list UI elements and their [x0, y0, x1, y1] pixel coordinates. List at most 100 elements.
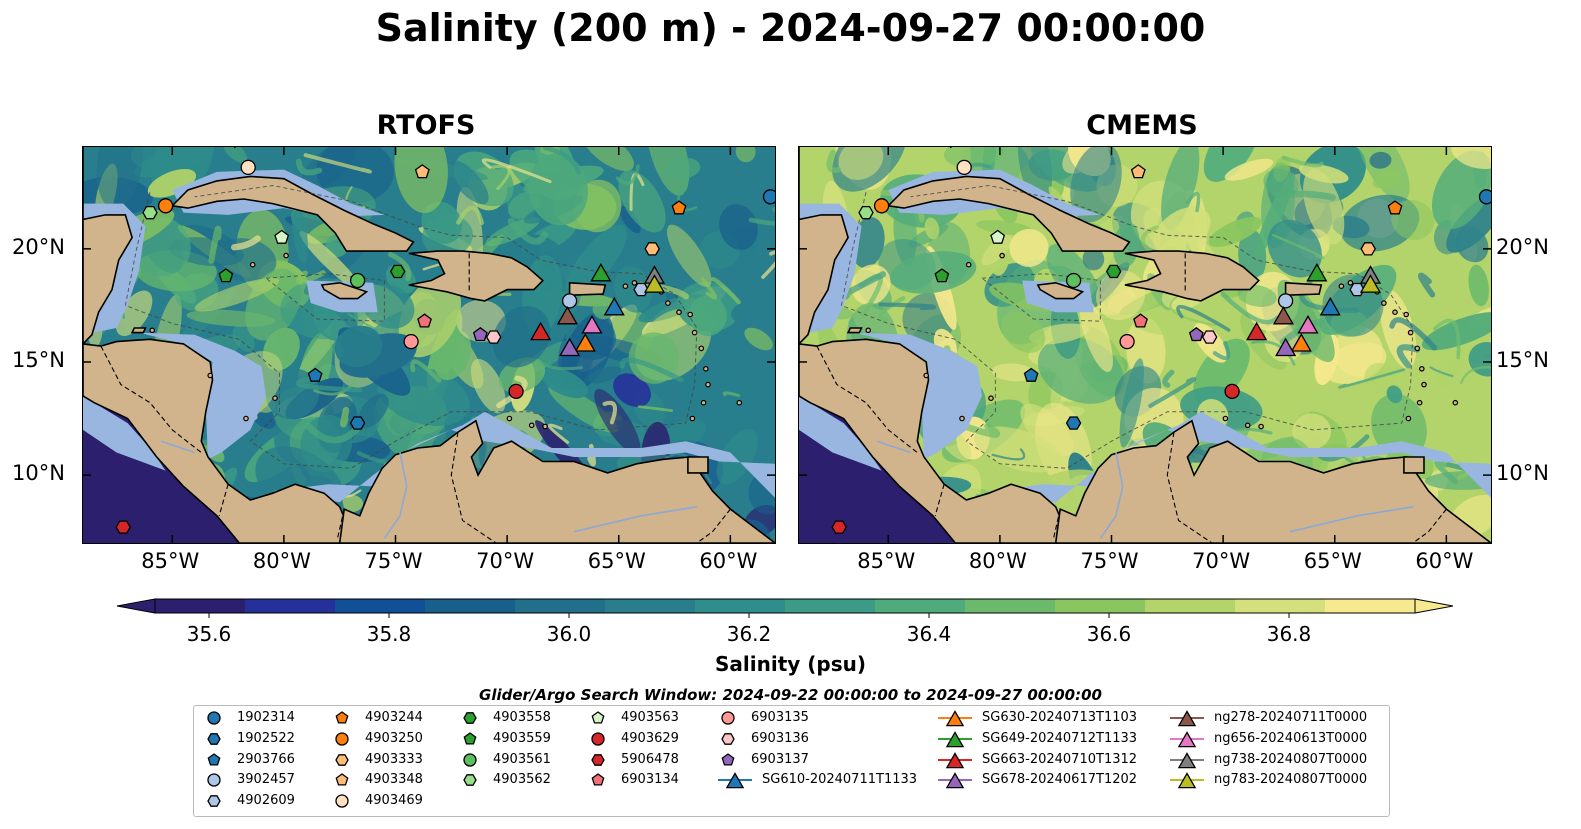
marker-4903561 — [349, 272, 366, 289]
legend-item-label: 6903135 — [751, 710, 809, 725]
marker-6903135 — [403, 333, 419, 350]
marker-4903562 — [858, 205, 874, 220]
colorbar-tick-label: 36.8 — [1267, 622, 1312, 646]
marker-2903766 — [307, 367, 323, 382]
circle-marker-icon — [335, 794, 349, 808]
lon-tick-label: 70°W — [476, 549, 535, 573]
legend-item-label: 4903563 — [621, 710, 679, 725]
marker-SG610-20240711T1133 — [1319, 296, 1341, 316]
legend-item-label: 6903137 — [751, 751, 809, 767]
triangle-marker-icon — [718, 772, 752, 789]
triangle-marker-icon — [938, 772, 972, 789]
circle-marker-icon — [207, 711, 221, 725]
legend-item-label: 4902609 — [237, 793, 295, 809]
marker-3902457 — [1277, 293, 1294, 309]
marker-4903558 — [389, 264, 406, 279]
legend-item-label: 4903469 — [365, 793, 423, 809]
marker-4903250 — [157, 198, 174, 214]
marker-4903469-legend — [335, 794, 349, 808]
marker-4903348 — [414, 164, 430, 179]
marker-ng278-20240711T0000 — [1272, 305, 1295, 325]
marker-4903629 — [1224, 383, 1240, 400]
pentagon-marker-icon — [335, 773, 349, 786]
salinity-colorbar: 35.6 35.8 36.0 36.2 36.4 36.6 36.8 — [116, 598, 1454, 646]
lon-tick-label: 85°W — [857, 549, 916, 573]
colorbar-tick-label: 36.0 — [547, 622, 592, 646]
colorbar-tick-label: 35.6 — [187, 622, 232, 646]
marker-ng656-20240613T0000-legend — [1177, 730, 1197, 748]
marker-1902522 — [349, 416, 366, 430]
marker-SG663-20240710T1312-legend — [945, 751, 965, 768]
marker-4903563 — [990, 229, 1006, 244]
marker-SG649-20240712T1133-legend — [945, 730, 965, 748]
marker-4903244-legend — [335, 711, 349, 724]
marker-4903333 — [644, 242, 660, 256]
marker-4902609-legend — [207, 795, 221, 808]
marker-SG678-20240617T1202-legend — [945, 772, 965, 789]
lat-tick-label: 10°N — [1496, 461, 1549, 486]
marker-3902457-legend — [207, 773, 221, 788]
hexagon-marker-icon — [721, 732, 735, 745]
pentagon-marker-icon — [207, 752, 221, 766]
legend-item-label: SG610-20240711T1133 — [762, 772, 918, 788]
marker-2903766 — [1023, 367, 1039, 382]
marker-4903250 — [873, 198, 890, 214]
triangle-marker-icon — [1170, 772, 1204, 789]
marker-4903348-legend — [335, 773, 349, 786]
legend-item-label: ng278-20240711T0000 — [1214, 710, 1368, 725]
colorbar-tick-label: 36.6 — [1087, 622, 1132, 646]
pentagon-marker-icon — [335, 711, 349, 724]
legend-item-label: ng783-20240807T0000 — [1214, 772, 1368, 788]
marker-SG678-20240617T1202 — [1275, 337, 1297, 357]
marker-SG663-20240710T1312 — [1246, 321, 1268, 341]
colorbar-tick-label: 36.4 — [907, 622, 952, 646]
cmems-map-canvas — [799, 147, 1491, 543]
lon-tick-label: 65°W — [1303, 549, 1362, 573]
hexagon-marker-icon — [335, 753, 349, 766]
marker-6903134-legend — [591, 773, 605, 786]
circle-marker-icon — [335, 732, 349, 746]
marker-4903244 — [1387, 200, 1403, 215]
pentagon-marker-icon — [721, 752, 735, 766]
legend-item-label: 4903629 — [621, 730, 679, 746]
marker-ng278-20240711T0000-legend — [1177, 710, 1197, 727]
marker-4903244 — [671, 200, 687, 215]
marker-4903561 — [1065, 272, 1082, 289]
circle-marker-icon — [591, 732, 605, 746]
marker-6903136 — [1201, 330, 1218, 344]
triangle-marker-icon — [938, 751, 972, 768]
marker-4903562-legend — [463, 774, 477, 787]
marker-1902522 — [1065, 416, 1082, 430]
hexagon-marker-icon — [463, 712, 477, 724]
lat-tick-label: 20°N — [12, 234, 65, 259]
legend-item-label: 4903348 — [365, 772, 423, 788]
marker-4903561-legend — [463, 752, 477, 767]
hexagon-marker-icon — [207, 795, 221, 808]
marker-6903137 — [1188, 326, 1204, 342]
marker-6903136-legend — [721, 732, 735, 745]
colorbar-tick-label: 35.8 — [367, 622, 412, 646]
marker-4903559 — [218, 268, 234, 283]
marker-SG663-20240710T1312 — [530, 321, 552, 341]
lon-tick-label: 80°W — [968, 549, 1027, 573]
marker-6903134 — [1133, 313, 1148, 328]
marker-ng783-20240807T0000 — [1359, 274, 1382, 293]
legend-item-label: SG630-20240713T1103 — [982, 710, 1138, 725]
colorbar-label: Salinity (psu) — [714, 652, 866, 676]
marker-ng656-20240613T0000 — [581, 314, 603, 334]
marker-4903558-legend — [463, 712, 477, 724]
marker-SG630-20240713T1103-legend — [945, 710, 965, 727]
marker-SG630-20240713T1103 — [1290, 333, 1312, 352]
legend-item-label: ng738-20240807T0000 — [1214, 751, 1368, 767]
marker-SG678-20240617T1202 — [559, 337, 581, 357]
marker-SG610-20240711T1133 — [603, 296, 625, 316]
lon-tick-label: 70°W — [1192, 549, 1251, 573]
lat-tick-label: 20°N — [1496, 234, 1549, 259]
legend-item-label: 4903333 — [365, 751, 423, 767]
marker-4903559-legend — [463, 731, 477, 745]
marker-ng656-20240613T0000 — [1297, 314, 1319, 334]
marker-4903559 — [934, 268, 950, 283]
rtofs-map-canvas — [83, 147, 775, 543]
marker-5906478 — [831, 520, 847, 534]
circle-marker-icon — [463, 752, 477, 767]
